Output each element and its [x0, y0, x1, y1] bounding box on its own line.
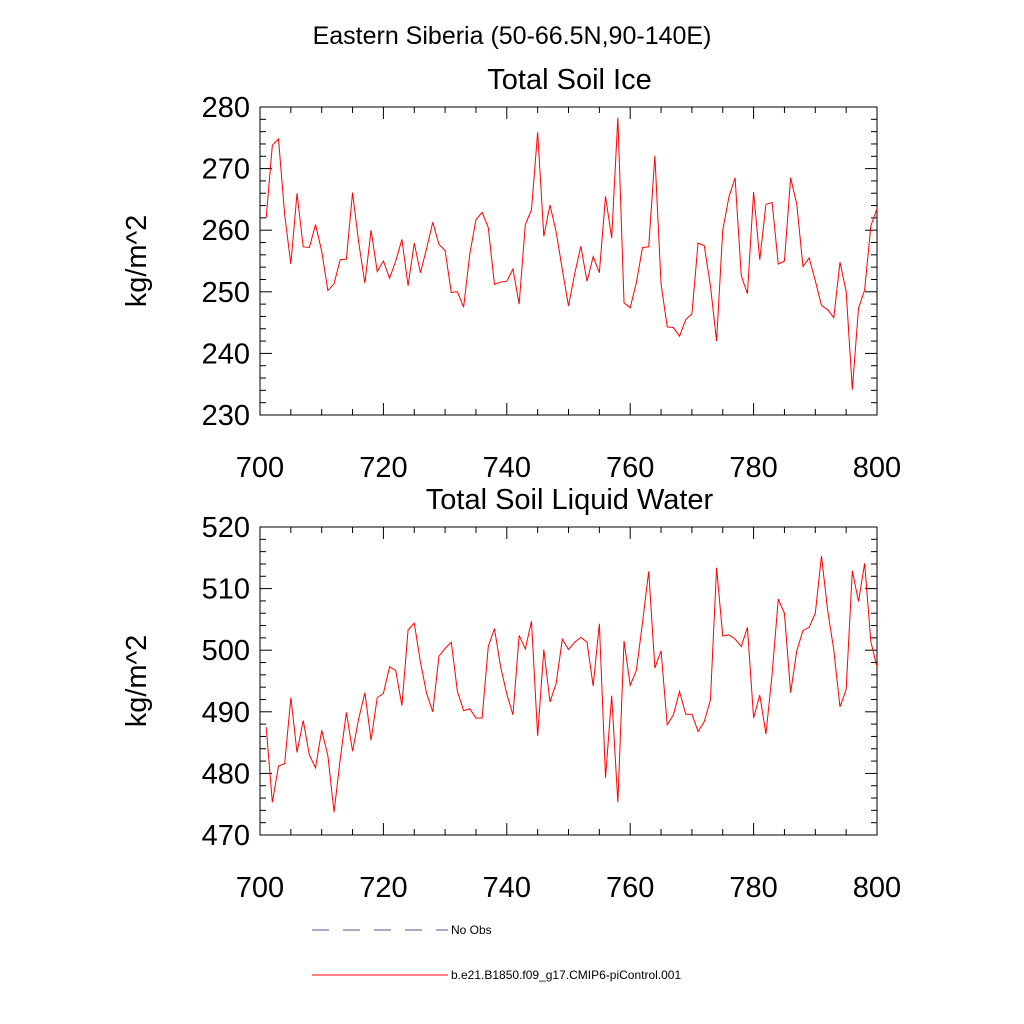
y-axis-label: kg/m^2	[121, 635, 153, 728]
x-tick-label: 700	[236, 872, 284, 904]
y-tick-label: 250	[202, 277, 250, 309]
y-tick-label: 520	[202, 512, 250, 544]
legend-obs-label: No Obs	[451, 923, 492, 937]
x-tick-label: 780	[729, 452, 777, 484]
x-tick-label: 720	[359, 452, 407, 484]
y-tick-label: 510	[202, 574, 250, 606]
figure-title: Eastern Siberia (50-66.5N,90-140E)	[313, 22, 712, 50]
plot-title: Total Soil Liquid Water	[426, 484, 714, 516]
legend-model-label: b.e21.B1850.f09_g17.CMIP6-piControl.001	[451, 968, 681, 982]
series-line	[265, 117, 878, 390]
y-tick-label: 490	[202, 697, 250, 729]
legend: No Obs b.e21.B1850.f09_g17.CMIP6-piContr…	[312, 923, 681, 982]
plot-title: Total Soil Ice	[487, 64, 651, 96]
y-tick-label: 470	[202, 820, 250, 852]
x-tick-label: 720	[359, 872, 407, 904]
x-tick-label: 800	[853, 872, 901, 904]
x-tick-label: 700	[236, 452, 284, 484]
y-axis-label: kg/m^2	[121, 215, 153, 308]
y-tick-label: 280	[202, 92, 250, 124]
x-tick-label: 760	[606, 872, 654, 904]
y-tick-label: 500	[202, 635, 250, 667]
plot-total-soil-ice: 700 720 740 760 780 800 230 240 250 260 270 280 Tota…	[121, 64, 901, 484]
x-tick-label: 800	[853, 452, 901, 484]
x-tick-label: 760	[606, 452, 654, 484]
y-tick-label: 240	[202, 338, 250, 370]
plot-total-soil-liquid-water: 700 720 740 760 780 800 470 480 490 500 510 520 Tota…	[121, 484, 901, 904]
x-tick-label: 740	[483, 452, 531, 484]
y-tick-label: 480	[202, 758, 250, 790]
y-tick-label: 260	[202, 215, 250, 247]
y-tick-label: 230	[202, 400, 250, 432]
series-line	[265, 555, 878, 813]
x-tick-label: 740	[483, 872, 531, 904]
x-tick-label: 780	[729, 872, 777, 904]
y-tick-label: 270	[202, 154, 250, 186]
